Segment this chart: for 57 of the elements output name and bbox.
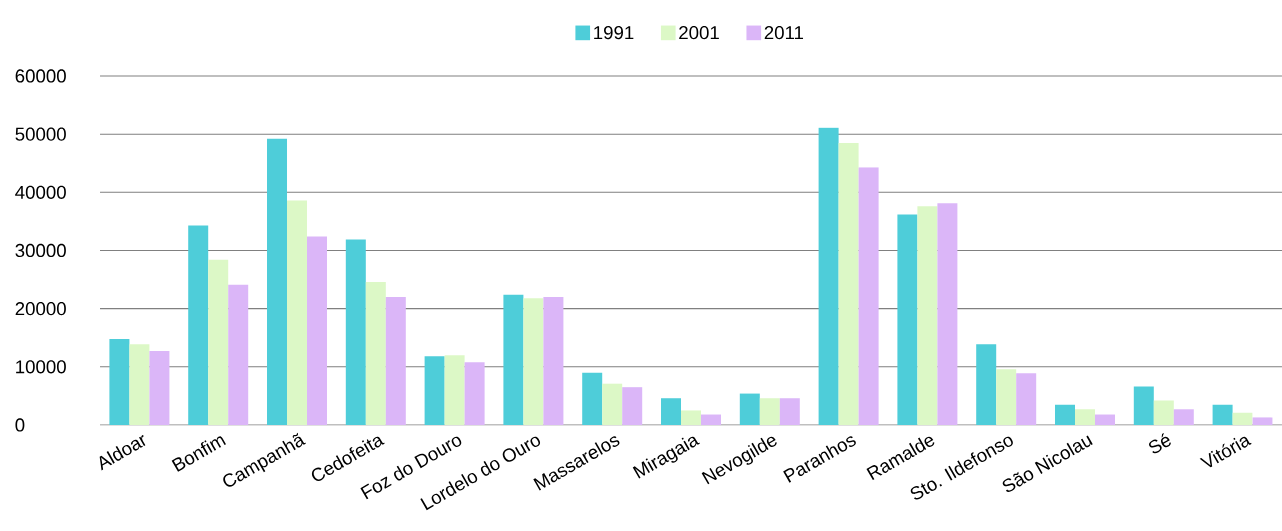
bar xyxy=(1055,404,1075,425)
bar xyxy=(424,356,445,425)
bar xyxy=(701,414,721,425)
legend-label: 1991 xyxy=(594,26,634,40)
bar xyxy=(681,410,701,425)
bar xyxy=(1016,373,1037,425)
bar xyxy=(1252,417,1273,425)
bar xyxy=(1173,409,1194,425)
bar xyxy=(622,387,643,425)
bar xyxy=(661,398,682,425)
bar xyxy=(858,167,879,425)
bar xyxy=(543,297,564,425)
bar xyxy=(307,236,328,425)
bar xyxy=(976,344,997,425)
bar xyxy=(365,281,386,425)
bar xyxy=(818,127,839,425)
y-tick-label: 50000 xyxy=(15,127,66,141)
bar xyxy=(1095,414,1115,425)
y-tick-label: 0 xyxy=(15,418,25,432)
bar xyxy=(582,372,603,425)
bar xyxy=(739,393,760,425)
bar xyxy=(1133,386,1154,425)
x-tick-label: Sé xyxy=(1148,433,1171,454)
bar xyxy=(345,239,366,425)
bar xyxy=(287,200,308,425)
bar xyxy=(779,398,800,425)
bar xyxy=(523,298,544,425)
bar xyxy=(188,225,209,425)
y-tick-label: 40000 xyxy=(15,185,66,199)
legend-label: 2011 xyxy=(764,26,804,40)
bar xyxy=(228,284,249,425)
bar xyxy=(917,206,938,425)
bar xyxy=(129,344,150,425)
y-tick-label: 10000 xyxy=(16,360,66,374)
bar xyxy=(759,398,780,425)
bar xyxy=(149,351,170,425)
bar xyxy=(602,383,623,425)
y-tick-label: 60000 xyxy=(15,69,66,83)
bar xyxy=(1232,412,1253,425)
bar xyxy=(208,259,229,425)
bar xyxy=(385,297,406,425)
y-tick-label: 30000 xyxy=(15,243,66,258)
bar xyxy=(1212,404,1233,425)
bar xyxy=(464,362,485,425)
x-tick-label: Vitória xyxy=(1199,436,1252,468)
bar xyxy=(937,203,958,425)
bar xyxy=(1153,400,1174,425)
bar xyxy=(503,294,524,425)
bar xyxy=(838,142,859,425)
bar xyxy=(444,355,465,425)
y-tick-label: 20000 xyxy=(15,302,66,316)
bar xyxy=(1075,409,1095,425)
bar xyxy=(267,138,288,425)
bar xyxy=(897,214,918,425)
legend-label: 2001 xyxy=(679,26,719,40)
bar xyxy=(996,369,1017,425)
bar xyxy=(109,338,130,425)
